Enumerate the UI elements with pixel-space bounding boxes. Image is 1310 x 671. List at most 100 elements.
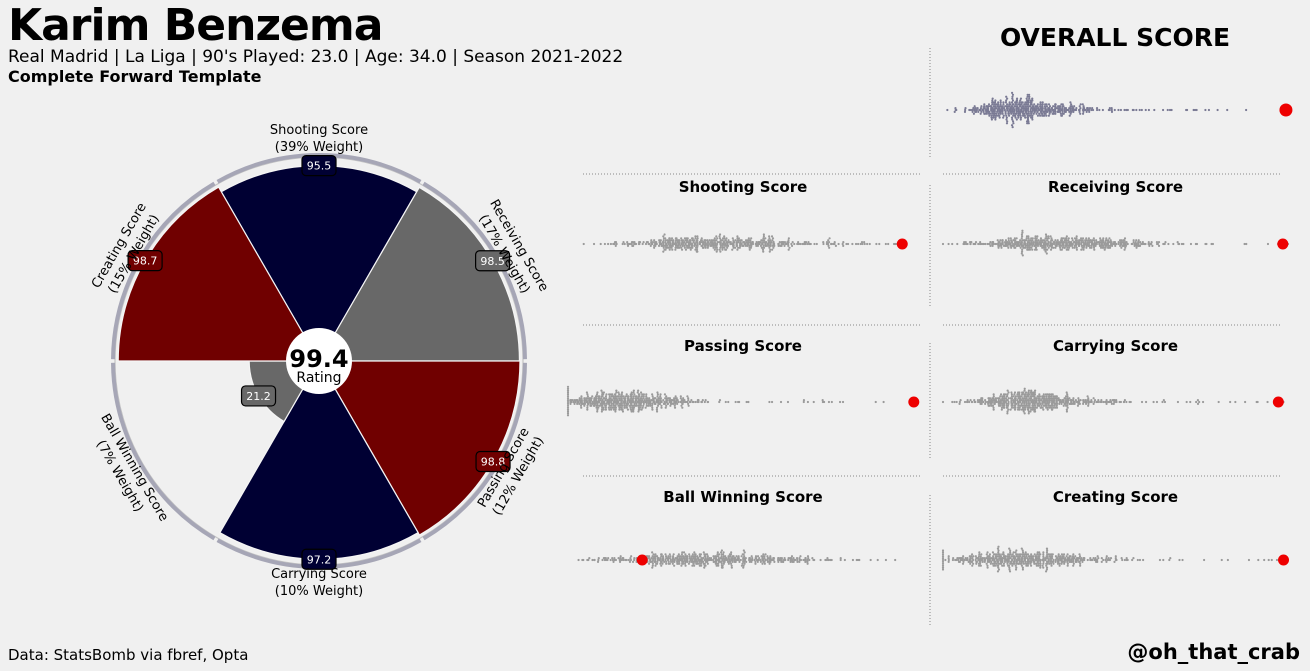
population-dot bbox=[1031, 244, 1034, 247]
population-dot bbox=[1001, 553, 1004, 556]
population-dot bbox=[764, 553, 767, 556]
population-dot bbox=[994, 105, 997, 108]
population-dot bbox=[669, 239, 672, 242]
population-dot bbox=[704, 560, 708, 564]
population-dot bbox=[1021, 557, 1024, 560]
population-dot bbox=[951, 558, 955, 562]
population-dot bbox=[995, 400, 998, 404]
population-dot bbox=[1006, 244, 1009, 247]
population-dot bbox=[1066, 560, 1069, 564]
population-dot bbox=[1021, 235, 1024, 238]
population-dot bbox=[736, 400, 740, 404]
population-dot bbox=[970, 555, 973, 558]
population-dot bbox=[683, 241, 686, 244]
population-dot bbox=[1017, 395, 1020, 398]
population-dot bbox=[1000, 402, 1004, 405]
value-badge-box bbox=[301, 548, 337, 570]
population-dot bbox=[1105, 402, 1108, 405]
population-dot bbox=[689, 242, 692, 246]
population-dot bbox=[1005, 558, 1008, 562]
population-dot bbox=[714, 555, 717, 558]
population-dot bbox=[691, 244, 694, 247]
population-dot bbox=[742, 549, 745, 552]
population-dot bbox=[1142, 558, 1145, 562]
population-dot bbox=[1021, 566, 1024, 569]
population-dot bbox=[980, 553, 983, 556]
population-dot bbox=[1147, 242, 1150, 246]
population-dot bbox=[1024, 404, 1027, 407]
population-dot bbox=[1211, 242, 1215, 246]
population-dot bbox=[756, 555, 760, 558]
population-dot bbox=[995, 112, 998, 115]
population-dot bbox=[1185, 108, 1189, 112]
population-dot bbox=[1026, 553, 1030, 556]
population-dot bbox=[1029, 110, 1032, 113]
population-dot bbox=[753, 558, 756, 562]
population-dot bbox=[694, 555, 697, 558]
population-dot bbox=[1068, 241, 1071, 244]
population-dot bbox=[941, 553, 945, 556]
population-dot bbox=[742, 564, 745, 567]
population-dot bbox=[1021, 229, 1024, 232]
population-dot bbox=[1107, 239, 1110, 242]
population-dot bbox=[1101, 108, 1104, 112]
population-dot bbox=[1139, 241, 1142, 244]
population-dot bbox=[780, 560, 783, 564]
population-dot bbox=[792, 560, 795, 564]
population-dot bbox=[591, 395, 594, 398]
population-dot bbox=[701, 246, 704, 249]
population-dot bbox=[1026, 244, 1029, 247]
population-dot bbox=[658, 241, 661, 244]
population-dot bbox=[641, 242, 644, 246]
population-dot bbox=[1100, 557, 1103, 560]
population-dot bbox=[1114, 555, 1117, 558]
population-dot bbox=[609, 558, 612, 562]
population-dot bbox=[1009, 103, 1012, 106]
population-dot bbox=[597, 399, 600, 402]
population-dot bbox=[664, 248, 667, 251]
population-dot bbox=[1003, 406, 1006, 409]
population-dot bbox=[733, 558, 736, 562]
population-dot bbox=[737, 246, 740, 249]
population-dot bbox=[1106, 558, 1109, 562]
population-dot bbox=[1007, 114, 1011, 117]
population-dot bbox=[1048, 105, 1052, 108]
population-dot bbox=[788, 557, 792, 560]
population-dot bbox=[698, 560, 701, 564]
population-dot bbox=[1048, 393, 1051, 396]
population-dot bbox=[998, 244, 1001, 247]
population-dot bbox=[994, 555, 997, 558]
population-dot bbox=[1060, 239, 1064, 242]
population-dot bbox=[1109, 239, 1112, 242]
population-dot bbox=[720, 239, 723, 242]
population-dot bbox=[1029, 108, 1032, 112]
population-dot bbox=[1058, 107, 1061, 110]
population-dot bbox=[597, 558, 600, 562]
population-dot bbox=[739, 558, 742, 562]
population-dot bbox=[1081, 237, 1085, 240]
population-dot bbox=[951, 242, 954, 246]
population-dot bbox=[1082, 110, 1085, 113]
population-dot bbox=[1044, 108, 1047, 112]
value-badge-shooting-score: 95.5 bbox=[301, 155, 337, 177]
population-dot bbox=[1061, 246, 1064, 249]
population-dot bbox=[580, 402, 583, 405]
population-dot bbox=[588, 397, 591, 400]
population-dot bbox=[1064, 237, 1067, 240]
population-dot bbox=[1110, 110, 1114, 113]
population-dot bbox=[665, 242, 668, 246]
population-dot bbox=[696, 560, 699, 564]
population-dot bbox=[1050, 246, 1053, 249]
population-dot bbox=[1065, 244, 1069, 247]
population-dot bbox=[837, 242, 840, 246]
population-dot bbox=[1014, 103, 1018, 106]
population-dot bbox=[1072, 400, 1075, 404]
population-dot bbox=[790, 242, 793, 246]
population-dot bbox=[1065, 248, 1068, 251]
population-dot bbox=[1005, 244, 1008, 247]
population-dot bbox=[1001, 241, 1004, 244]
population-dot bbox=[681, 244, 684, 247]
population-dot bbox=[986, 242, 989, 246]
population-dot bbox=[761, 242, 764, 246]
